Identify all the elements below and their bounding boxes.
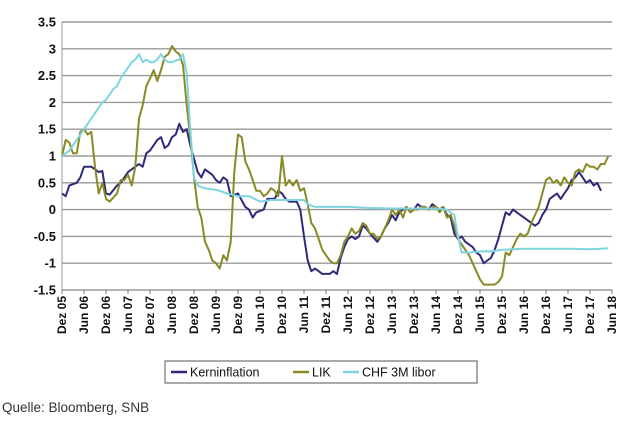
series-lines [61, 45, 610, 286]
y-tick-label: 0 [49, 202, 56, 217]
x-tick-label: Jun 13 [385, 296, 399, 334]
x-tick-label: Jun 15 [473, 296, 487, 334]
x-tick-label: Dez 07 [143, 296, 157, 334]
x-tick-label: Jun 06 [77, 296, 91, 334]
y-axis-ticks: 3.5 3 2.5 2 1.5 1 0.5 0 -0.5 -1 -1.5 [34, 15, 56, 298]
legend-label: LIK [312, 366, 331, 380]
x-tick-label: Dez 05 [55, 296, 69, 334]
y-tick-label: 2.5 [38, 68, 56, 83]
x-tick-label: Jun 14 [429, 296, 443, 334]
x-tick-label: Dez 09 [231, 296, 245, 334]
y-tick-label: -1 [44, 256, 56, 271]
x-tick-label: Dez 16 [539, 296, 553, 334]
series-line-lik [61, 45, 610, 286]
x-tick-label: Dez 15 [495, 296, 509, 334]
x-tick-label: Jun 16 [517, 296, 531, 334]
legend-box [164, 360, 478, 384]
x-tick-label: Jun 11 [297, 296, 311, 334]
y-tick-label: 2 [49, 95, 56, 110]
x-tick-label: Dez 08 [187, 296, 201, 334]
legend-label: Kerninflation [190, 366, 260, 380]
series-line-chf-3m-libor [61, 53, 609, 254]
legend-label: CHF 3M libor [362, 366, 436, 380]
x-tick-label: Dez 06 [99, 296, 113, 334]
legend: Kerninflation LIK CHF 3M libor [164, 360, 478, 384]
y-tick-label: -0.5 [34, 229, 56, 244]
x-tick-label: Jun 17 [561, 296, 575, 334]
x-axis-ticks: Dez 05 Jun 06 Dez 06 Jun 07 Dez 07 Jun 08 Dez … [55, 290, 619, 334]
source-note: Quelle: Bloomberg, SNB [2, 400, 150, 415]
x-tick-label: Jun 08 [165, 296, 179, 334]
y-tick-label: 0.5 [38, 175, 56, 190]
x-tick-label: Jun 10 [253, 296, 267, 334]
x-tick-label: Jun 12 [341, 296, 355, 334]
x-tick-label: Dez 10 [275, 296, 289, 334]
y-tick-label: 1.5 [38, 122, 56, 137]
x-tick-label: Dez 14 [451, 296, 465, 334]
chart: 3.532.521.510.50-0.5-1-1.5 Dez 05 Jun 06 D… [34, 15, 619, 384]
x-tick-label: Jun 09 [209, 296, 223, 334]
y-tick-label: 3.5 [38, 15, 56, 30]
y-tick-label: 1 [49, 149, 56, 164]
x-tick-label: Jun 07 [121, 296, 135, 334]
x-tick-label: Dez 13 [407, 296, 421, 334]
x-tick-label: Dez 11 [319, 296, 333, 334]
series-line-kerninflation [61, 122, 602, 275]
y-tick-label: 3 [49, 41, 56, 56]
x-tick-label: Jun 18 [605, 296, 619, 334]
y-tick-label: -1.5 [34, 283, 56, 298]
x-tick-label: Dez 17 [583, 296, 597, 334]
x-tick-label: Dez 12 [363, 296, 377, 334]
